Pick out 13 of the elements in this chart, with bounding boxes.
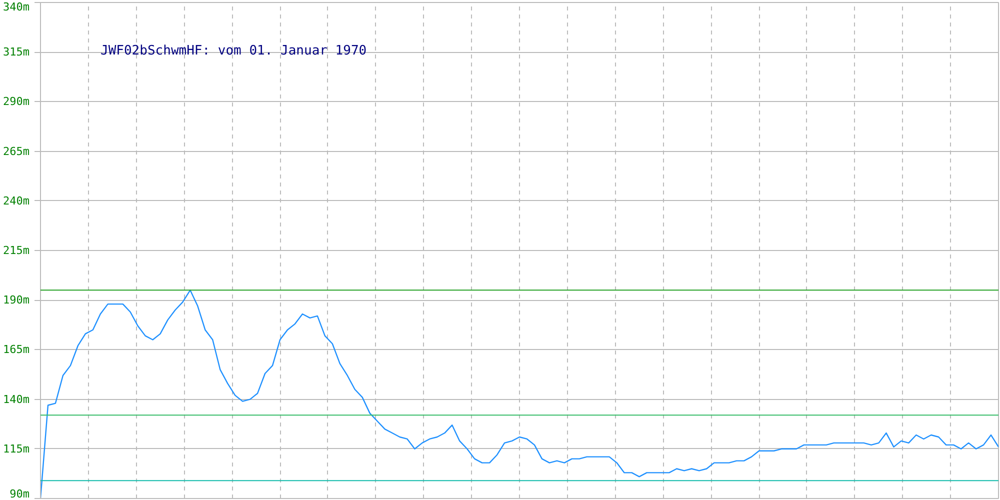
y-tick-label: 115m xyxy=(3,442,30,456)
y-tick-label: 340m xyxy=(3,0,30,14)
text: JWF02bSchwmHF: vom 01. Januar 1970 xyxy=(100,44,367,58)
y-tick-label: 190m xyxy=(3,294,30,307)
y-tick-label: 215m xyxy=(3,244,30,257)
line-series xyxy=(40,290,998,498)
y-tick-label: 265m xyxy=(3,144,30,158)
y-tick-label: 290m xyxy=(3,95,30,108)
y-tick-label: 165m xyxy=(3,343,30,356)
y-tick-label: 140m xyxy=(3,392,30,406)
y-tick-label: 315m xyxy=(3,46,30,59)
y-tick-label: 240m xyxy=(3,194,30,208)
y-tick-label: 90m xyxy=(10,488,30,500)
